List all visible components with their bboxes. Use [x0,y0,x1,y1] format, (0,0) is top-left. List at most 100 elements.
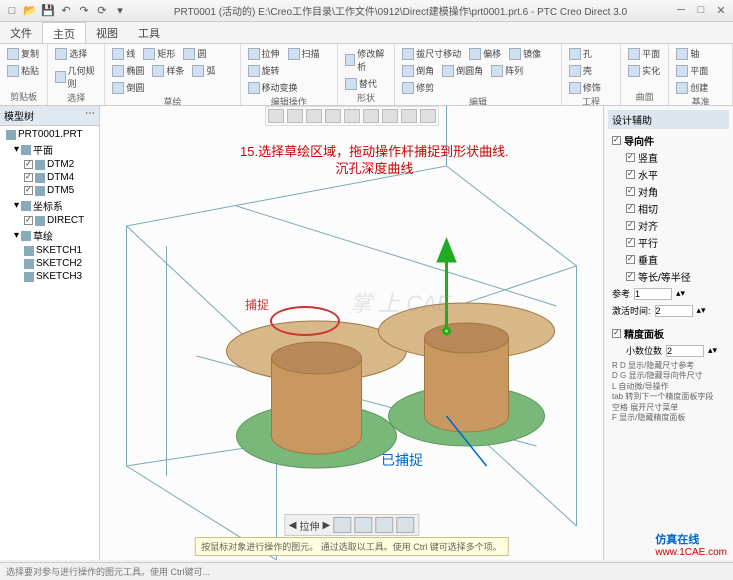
refit-icon[interactable] [268,109,284,123]
menu-tab-视图[interactable]: 视图 [86,22,128,43]
ribbon-btn-倒角[interactable]: 倒角 [399,63,437,78]
watermark-center: 掌 上 CAE [350,286,451,318]
qat-save-icon[interactable]: 💾 [40,3,56,19]
ribbon-btn-样条[interactable]: 样条 [149,63,187,78]
viewport-3d[interactable]: 15.选择草绘区域，拖动操作杆捕捉到形状曲线. 沉孔深度曲线 捕捉 已捕捉 掌 … [100,106,603,560]
ribbon-btn-线[interactable]: 线 [109,46,138,61]
ribbon-btn-复制[interactable]: 复制 [4,46,42,61]
ribbon-btn-创建[interactable]: 创建 [673,80,711,95]
group-label: 基准 [673,95,728,106]
ref-input[interactable] [634,288,672,300]
delay-input[interactable] [655,305,693,317]
arrow-right-icon[interactable]: ▶ [323,520,331,531]
guides-checkbox[interactable] [612,136,621,145]
tree-title: 模型树 [4,108,34,123]
tree-menu-icon[interactable]: ⋯ [85,108,95,123]
group-label: 编辑操作 [245,95,333,106]
precision-checkbox[interactable] [612,329,621,338]
ribbon-btn-圆[interactable]: 圆 [180,46,209,61]
mode-label[interactable]: 拉伸 [300,518,320,533]
ribbon-btn-弧[interactable]: 弧 [189,63,218,78]
saved-icon[interactable] [382,109,398,123]
guide-竖直[interactable]: 竖直 [622,149,729,166]
ribbon-btn-粘贴[interactable]: 粘贴 [4,63,42,78]
menu-tab-文件[interactable]: 文件 [0,22,42,43]
ribbon-btn-拉伸[interactable]: 拉伸 [245,46,283,61]
tree-node-SKETCH3[interactable]: SKETCH3 [2,270,97,283]
ribbon-btn-移动变换[interactable]: 移动变换 [245,80,301,95]
menu-tab-工具[interactable]: 工具 [128,22,170,43]
option-3-icon[interactable] [375,517,393,533]
guide-对角[interactable]: 对角 [622,183,729,200]
ribbon-btn-倒圆[interactable]: 倒圆 [109,80,147,95]
tree-node-DTM2[interactable]: DTM2 [2,158,97,171]
qat-open-icon[interactable]: 📂 [22,3,38,19]
tree-node-平面[interactable]: ▾ 平面 [2,141,97,158]
tree-node-SKETCH2[interactable]: SKETCH2 [2,257,97,270]
guide-等长/等半径[interactable]: 等长/等半径 [622,268,729,285]
ribbon-btn-替代[interactable]: 替代 [342,76,380,91]
ribbon-btn-拔尺寸移动[interactable]: 拔尺寸移动 [399,46,464,61]
precision-label: 精度面板 [624,326,664,341]
pan-icon[interactable] [325,109,341,123]
ribbon-btn-矩形[interactable]: 矩形 [140,46,178,61]
ribbon-btn-平面[interactable]: 平面 [673,63,711,78]
zoom-out-icon[interactable] [306,109,322,123]
guide-平行[interactable]: 平行 [622,234,729,251]
tree-node-DIRECT[interactable]: DIRECT [2,214,97,227]
minimize-button[interactable]: ─ [673,4,689,17]
guide-垂直[interactable]: 垂直 [622,251,729,268]
spin-icon[interactable] [344,109,360,123]
decimals-input[interactable] [666,345,704,357]
ribbon-btn-阵列[interactable]: 阵列 [488,63,526,78]
qat-redo-icon[interactable]: ↷ [76,3,92,19]
menu-tab-主页[interactable]: 主页 [42,22,86,43]
option-1-icon[interactable] [333,517,351,533]
tree-node-DTM5[interactable]: DTM5 [2,184,97,197]
option-2-icon[interactable] [354,517,372,533]
group-label: 曲面 [625,90,664,103]
ribbon-btn-几何规则[interactable]: 几何规则 [52,63,100,91]
style-icon[interactable] [420,109,436,123]
ribbon-group-曲面: 平面实化曲面 [621,44,669,105]
annotation-line-2: 沉孔深度曲线 [240,161,509,178]
ribbon-btn-镜像[interactable]: 镜像 [506,46,544,61]
window-title: PRT0001 (活动的) E:\Creo工作目录\工作文件\0912\Dire… [128,3,673,18]
guide-水平[interactable]: 水平 [622,166,729,183]
group-label: 剪贴板 [4,90,43,103]
qat-dropdown-icon[interactable]: ▾ [112,3,128,19]
ribbon-btn-孔[interactable]: 孔 [566,46,595,61]
guide-对齐[interactable]: 对齐 [622,217,729,234]
ribbon-btn-旋转[interactable]: 旋转 [245,63,283,78]
view-icon[interactable] [363,109,379,123]
watermark: 仿真在线 www.1CAE.com [655,531,727,558]
zoom-in-icon[interactable] [287,109,303,123]
maximize-button[interactable]: □ [693,4,709,17]
tree-node-SKETCH1[interactable]: SKETCH1 [2,244,97,257]
guide-相切[interactable]: 相切 [622,200,729,217]
ribbon-btn-选择[interactable]: 选择 [52,46,90,61]
ribbon-btn-椭圆[interactable]: 椭圆 [109,63,147,78]
ribbon-btn-偏移[interactable]: 偏移 [466,46,504,61]
ribbon-btn-修饰[interactable]: 修饰 [566,80,604,95]
ribbon-btn-轴[interactable]: 轴 [673,46,702,61]
tree-node-坐标系[interactable]: ▾ 坐标系 [2,197,97,214]
tree-node-DTM4[interactable]: DTM4 [2,171,97,184]
ribbon-btn-壳[interactable]: 壳 [566,63,595,78]
ribbon-btn-修改解析[interactable]: 修改解析 [342,46,390,74]
ribbon-btn-扫描[interactable]: 扫描 [285,46,323,61]
qat-new-icon[interactable]: □ [4,3,20,19]
annotation-text: 15.选择草绘区域，拖动操作杆捕捉到形状曲线. 沉孔深度曲线 [240,144,509,178]
ribbon-btn-平面[interactable]: 平面 [625,46,663,61]
ribbon-btn-实化[interactable]: 实化 [625,63,663,78]
qat-regen-icon[interactable]: ⟳ [94,3,110,19]
option-4-icon[interactable] [396,517,414,533]
tree-node-草绘[interactable]: ▾ 草绘 [2,227,97,244]
layers-icon[interactable] [401,109,417,123]
close-button[interactable]: ✕ [713,4,729,17]
ribbon-btn-修剪[interactable]: 修剪 [399,80,437,95]
arrow-left-icon[interactable]: ◀ [289,520,297,531]
tree-root[interactable]: PRT0001.PRT [2,128,97,141]
qat-undo-icon[interactable]: ↶ [58,3,74,19]
ribbon-btn-倒圆角[interactable]: 倒圆角 [439,63,486,78]
